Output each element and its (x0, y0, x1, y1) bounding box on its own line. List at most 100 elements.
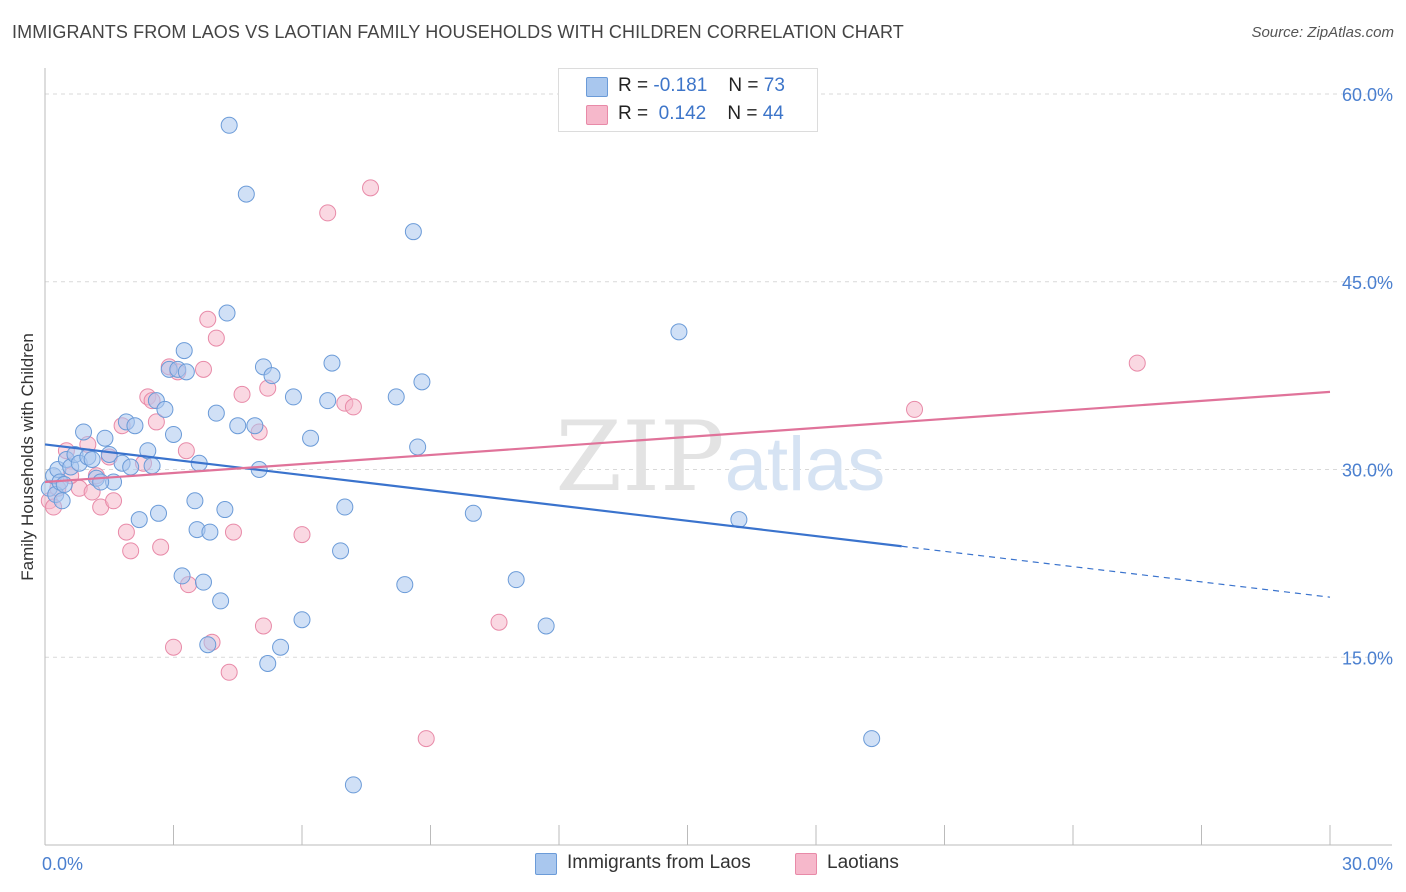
data-point-laos (186, 492, 204, 510)
data-point-laotians (224, 523, 242, 541)
data-point-laotians (147, 413, 165, 431)
data-point-laotians (207, 329, 225, 347)
legend-swatch-laos (535, 853, 557, 875)
data-point-laos (293, 611, 311, 629)
data-point-laos (75, 423, 93, 441)
data-point-laotians (344, 398, 362, 416)
data-point-laotians (122, 542, 140, 560)
legend-label-laos: Immigrants from Laos (567, 852, 751, 873)
legend-n-value-laos: 73 (763, 75, 785, 96)
data-point-laotians (220, 663, 238, 681)
axes (44, 68, 1392, 846)
data-point-laotians (490, 613, 508, 631)
data-point-laos (413, 373, 431, 391)
correlation-legend: R = -0.181 N = 73 R = 0.142 N = 44 (558, 68, 818, 132)
data-point-laos (177, 363, 195, 381)
legend-r-value-laotians: 0.142 (658, 103, 707, 124)
series-legend: Immigrants from Laos Laotians (0, 852, 1406, 878)
data-point-laos (246, 417, 264, 435)
data-point-laotians (362, 179, 380, 197)
data-point-laos (201, 523, 219, 541)
data-point-laos (173, 567, 191, 585)
chart-title: IMMIGRANTS FROM LAOS VS LAOTIAN FAMILY H… (12, 22, 904, 42)
data-point-laotians (117, 523, 135, 541)
data-point-laos (92, 473, 110, 491)
data-point-laos (319, 392, 337, 410)
data-point-laos (409, 438, 427, 456)
trendline-laos (44, 443, 902, 548)
data-point-laos (55, 476, 73, 494)
watermark-zip: ZIP (555, 401, 724, 513)
data-point-laos (670, 323, 688, 341)
data-point-laos (344, 776, 362, 794)
data-point-laotians (194, 360, 212, 378)
data-point-laotians (233, 385, 251, 403)
data-point-laos (237, 185, 255, 203)
legend-r-value-laos: -0.181 (653, 75, 708, 96)
watermark: ZIP atlas (555, 401, 885, 513)
legend-n-value-laotians: 44 (762, 103, 784, 124)
data-point-laotians (906, 400, 924, 418)
data-point-laos (396, 576, 414, 594)
data-point-laos (302, 429, 320, 447)
data-point-laos (537, 617, 555, 635)
data-point-laotians (254, 617, 272, 635)
data-point-laos (284, 388, 302, 406)
data-point-laos (332, 542, 350, 560)
data-point-laos (165, 425, 182, 443)
data-point-laotians (199, 310, 217, 328)
data-point-laos (272, 638, 290, 656)
data-point-laotians (1128, 354, 1146, 372)
data-point-laotians (319, 204, 337, 222)
data-point-laos (387, 388, 405, 406)
watermark-atlas: atlas (725, 422, 886, 507)
data-point-laos (220, 116, 238, 134)
x-tick-label: 0.0% (42, 854, 83, 874)
data-point-laos (156, 400, 174, 418)
legend-r-label: R = (618, 75, 649, 96)
data-point-laos (83, 450, 101, 468)
data-point-laos (323, 354, 341, 372)
legend-r-label: R = (618, 103, 649, 124)
legend-label-laotians: Laotians (827, 852, 899, 873)
data-point-laotians (177, 442, 195, 460)
y-tick-label: 15.0% (1342, 648, 1393, 668)
y-tick-label: 30.0% (1342, 461, 1393, 481)
trendline-laotians (44, 390, 1331, 484)
laos-immigrants-points (40, 116, 881, 794)
legend-n-label: N = (727, 103, 758, 124)
data-point-laotians (293, 526, 311, 544)
data-point-laos (336, 498, 354, 516)
data-point-laos (207, 404, 225, 422)
legend-swatch-laotians (586, 105, 608, 125)
data-point-laos (143, 457, 161, 475)
data-point-laos (126, 417, 144, 435)
legend-swatch-laotians (795, 853, 817, 875)
data-point-laotians (417, 730, 435, 748)
legend-swatch-laos (586, 77, 608, 97)
tick-labels: 15.0% 30.0% 45.0% 60.0% 0.0% 30.0% (42, 85, 1393, 874)
data-point-laos (259, 655, 277, 673)
data-point-laos (175, 342, 193, 360)
data-point-laotians (152, 538, 170, 556)
data-point-laos (263, 367, 281, 385)
data-point-laos (150, 504, 168, 522)
x-tick-label: 30.0% (1342, 854, 1393, 874)
data-point-laos (216, 501, 234, 519)
data-point-laotians (165, 638, 182, 656)
data-point-laos (122, 458, 140, 476)
data-point-laos (96, 429, 114, 447)
data-point-laos (507, 571, 525, 589)
trendline-laos-extrapolated (901, 545, 1331, 598)
data-point-laos (863, 730, 881, 748)
data-point-laotians (105, 492, 123, 510)
y-tick-label: 60.0% (1342, 85, 1393, 105)
source-label: Source: ZipAtlas.com (1251, 24, 1394, 41)
data-point-laos (53, 492, 71, 510)
data-point-laos (404, 223, 422, 241)
data-point-laos (229, 417, 247, 435)
data-point-laos (464, 504, 482, 522)
data-point-laos (100, 445, 118, 463)
legend-n-label: N = (728, 75, 759, 96)
